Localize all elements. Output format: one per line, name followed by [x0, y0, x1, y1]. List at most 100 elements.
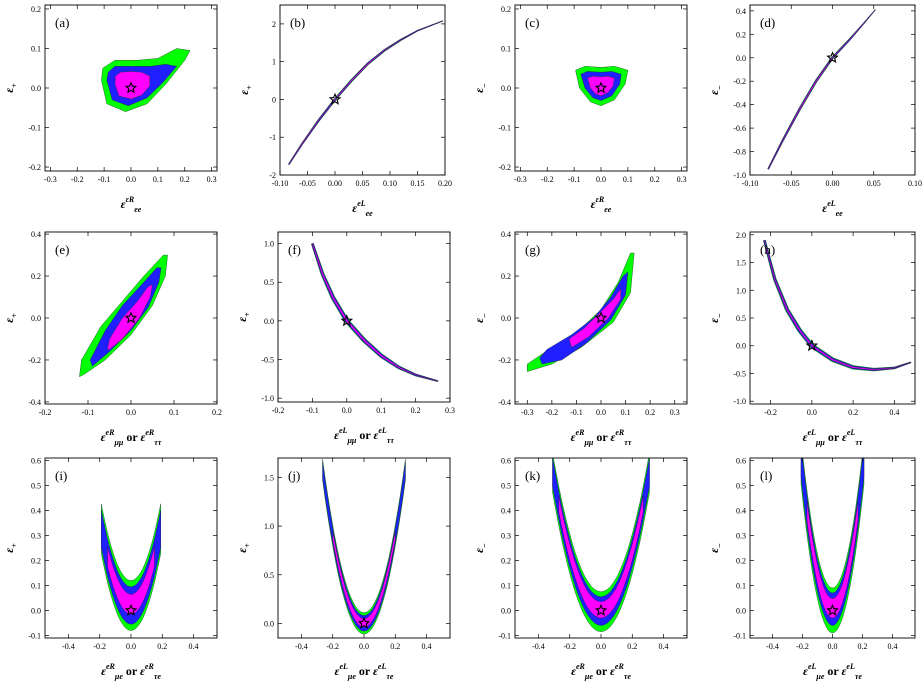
plot-area-k: [552, 458, 650, 632]
panel-i: -0.4 -0.2 0.0 0.2 0.4 -0.1 0.0 0.1 0.2 0.3 0.4 0.5 0…: [2, 457, 218, 681]
best-fit-star-marker-f: [340, 314, 354, 327]
y-tick-label-b-2: 0: [272, 95, 276, 104]
x-tick-label-l-0: -0.4: [766, 642, 779, 651]
plot-area-l: [800, 458, 865, 634]
y-tick-label-i-0: -0.1: [28, 632, 41, 641]
y-tick-label-f-2: 0.0: [264, 317, 274, 326]
contour-band-inner-b: [288, 20, 443, 165]
panel-c: -0.3 -0.2 -0.1 0.0 0.1 0.2 0.3-0.2-0.10.00.10.…: [472, 4, 688, 214]
x-axis-label-e: εeRμμ or εeRττ: [101, 428, 162, 447]
x-tick-label-c-5: 0.2: [650, 175, 660, 184]
y-tick-label-h-4: 1.0: [736, 286, 746, 295]
panel-label-i: (i): [55, 468, 67, 483]
x-tick-label-f-5: 0.3: [445, 406, 455, 415]
y-tick-label-d-6: 0.2: [736, 30, 746, 39]
panel-label-a: (a): [55, 15, 69, 30]
contour-band-middle-b: [288, 20, 444, 165]
x-tick-label-j-0: -0.4: [295, 642, 308, 651]
contour-region-middle-l: [800, 458, 865, 626]
x-tick-label-c-4: 0.1: [623, 175, 633, 184]
panel-d: -0.10 -0.05 0.00 0.05 0.10 -1.0 -0.8 -0.6 -0.4 -0…: [707, 4, 922, 218]
best-fit-star-marker-c: [594, 81, 608, 94]
x-tick-label-k-4: 0.4: [659, 642, 669, 651]
x-tick-label-e-3: 0.1: [169, 408, 179, 417]
x-tick-label-e-2: 0.0: [126, 408, 136, 417]
x-tick-label-l-4: 0.4: [888, 642, 898, 651]
y-tick-label-b-1: -1: [269, 133, 276, 142]
x-tick-label-b-3: 0.05: [356, 179, 370, 188]
x-tick-label-j-3: 0.2: [390, 642, 400, 651]
best-fit-star-marker-a: [124, 81, 138, 94]
contour-region-inner-i: [107, 546, 155, 615]
plot-frame-j: [277, 457, 451, 639]
x-axis-label-i: εeRμe or εeRτe: [101, 662, 161, 681]
y-tick-label-e-4: 0.4: [31, 230, 41, 239]
x-tick-label-a-5: 0.2: [180, 175, 190, 184]
y-tick-label-c-0: -0.2: [498, 163, 511, 172]
x-tick-label-c-6: 0.3: [677, 175, 687, 184]
panel-a: -0.3 -0.2 -0.1 0.0 0.1 0.2 0.3-0.2-0.10.00.10.…: [2, 4, 218, 214]
x-tick-label-b-5: 0.15: [411, 179, 425, 188]
y-tick-label-h-1: -0.5: [733, 369, 746, 378]
y-tick-label-a-0: -0.2: [28, 163, 41, 172]
x-tick-label-d-3: 0.05: [867, 179, 881, 188]
y-tick-label-l-4: 0.3: [736, 532, 746, 541]
y-tick-label-b-3: 1: [272, 58, 276, 67]
plot-frame-h: [749, 231, 916, 405]
contour-band-inner-h: [763, 240, 912, 371]
y-tick-label-k-6: 0.5: [501, 482, 511, 491]
plot-frame-b: [279, 4, 446, 176]
x-tick-label-i-3: 0.2: [157, 642, 167, 651]
panel-label-f: (f): [288, 242, 301, 257]
x-tick-label-b-1: -0.05: [299, 179, 316, 188]
x-tick-label-i-2: 0.0: [126, 642, 136, 651]
best-fit-star-marker-j: [357, 616, 371, 629]
y-tick-label-i-7: 0.6: [31, 457, 41, 466]
y-tick-label-k-0: -0.1: [498, 632, 511, 641]
x-axis-label-h: εeLμμ or εeLττ: [803, 428, 863, 447]
contour-region-middle-k: [552, 458, 650, 626]
x-tick-label-a-2: -0.1: [98, 175, 111, 184]
x-tick-label-a-6: 0.3: [207, 175, 217, 184]
panel-g: -0.3 -0.2 -0.1 0.0 0.1 0.2 0.3 -0.4 -0.2 0.0 0.2 0.…: [472, 230, 688, 447]
y-tick-label-e-0: -0.4: [28, 398, 41, 407]
y-tick-label-g-1: -0.2: [498, 356, 511, 365]
contour-region-inner-l: [806, 500, 859, 619]
y-tick-label-d-5: 0.0: [736, 54, 746, 63]
y-tick-label-j-1: 0.5: [264, 571, 274, 580]
contour-band-outer-d: [767, 9, 876, 170]
y-tick-label-f-3: 0.5: [264, 278, 274, 287]
y-tick-label-j-0: 0.0: [264, 619, 274, 628]
x-tick-label-d-2: 0.00: [826, 179, 840, 188]
contour-region-outer-l: [800, 458, 865, 634]
x-tick-label-c-3: 0.0: [596, 175, 606, 184]
y-axis-label-a: ε+: [2, 83, 19, 93]
contour-band-outer-f: [311, 243, 439, 382]
panel-h: -0.2 0.0 0.2 0.4 -1.0 -0.5 0.0 0.5 1.0 1.5 2.0 (h) ε…: [707, 231, 916, 447]
y-axis-label-l: ε−: [707, 543, 724, 553]
x-tick-label-b-4: 0.10: [383, 179, 397, 188]
panel-label-d: (d): [760, 15, 775, 30]
y-tick-label-k-7: 0.6: [501, 457, 511, 466]
x-axis-label-j: εeLμe or εeLτe: [335, 662, 394, 681]
panel-e: -0.2 -0.1 0.0 0.1 0.2-0.4-0.20.00.20.4(e)εeR…: [2, 230, 222, 447]
panel-f: -0.2 -0.1 0.0 0.1 0.2 0.3 -1.0 -0.5 0.0 0.5 1.0 (f)…: [235, 231, 455, 445]
plot-area-i: [101, 503, 161, 631]
panel-label-j: (j): [288, 468, 300, 483]
y-tick-label-a-3: 0.1: [31, 44, 41, 53]
panel-label-e: (e): [55, 242, 69, 257]
panel-label-g: (g): [525, 242, 540, 257]
x-tick-label-f-0: -0.2: [272, 406, 285, 415]
x-tick-label-k-0: -0.4: [532, 642, 545, 651]
y-tick-label-d-7: 0.4: [736, 7, 746, 16]
y-axis-label-c: ε−: [472, 83, 489, 93]
x-tick-label-h-0: -0.2: [764, 408, 777, 417]
x-tick-label-j-1: -0.2: [326, 642, 339, 651]
x-tick-label-c-1: -0.2: [541, 175, 554, 184]
y-tick-label-k-5: 0.4: [501, 507, 511, 516]
contour-band-middle-h: [763, 239, 912, 371]
y-tick-label-e-1: -0.2: [28, 356, 41, 365]
x-tick-label-f-1: -0.1: [306, 406, 319, 415]
y-tick-label-h-6: 2.0: [736, 231, 746, 240]
y-tick-label-h-0: -1.0: [733, 397, 746, 406]
